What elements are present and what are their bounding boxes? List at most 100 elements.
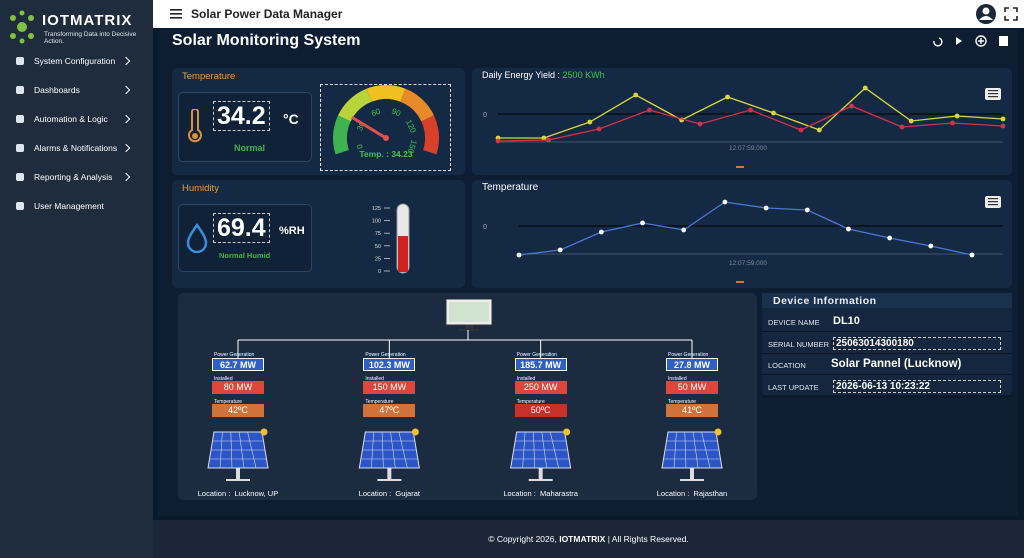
stand (236, 468, 240, 480)
location: Location : Gujarat (358, 489, 420, 498)
sun (260, 428, 268, 436)
point (598, 229, 604, 235)
sun (411, 428, 419, 436)
point (798, 127, 804, 133)
row-sep (762, 331, 1012, 332)
plant-label: Temperature (516, 399, 545, 405)
gauge-tick-label: 60 (370, 106, 382, 118)
point (697, 121, 703, 127)
gauge-tick-label: 150 (406, 139, 419, 155)
plant-label: Power Generation (214, 352, 255, 358)
menu-item[interactable]: Alarms & Notifications (0, 138, 153, 158)
point (862, 85, 868, 91)
point (950, 120, 955, 126)
point (596, 126, 602, 132)
point (849, 103, 854, 109)
humidity-status: Normal Humid (219, 251, 271, 260)
row-sep (762, 395, 1012, 397)
plant-label: Installed (668, 376, 687, 382)
plant-label: Temperature (214, 399, 243, 405)
card-title: Humidity (182, 183, 219, 194)
point (816, 127, 822, 133)
humidity-unit: %RH (279, 225, 305, 237)
point (1000, 123, 1006, 129)
gauge-tick-label: 0 (355, 142, 365, 150)
device-label: SERIAL NUMBER (768, 339, 829, 349)
temperature-chart-card: Temperature (472, 180, 1012, 288)
temp-box: 42ºC (212, 404, 264, 417)
point (908, 118, 914, 124)
gauge-readout: Temp. : 34.23 (359, 149, 412, 159)
solar-panel (358, 428, 420, 481)
temp-box: 47ºC (363, 404, 416, 417)
stand (690, 468, 694, 480)
plant-panel (178, 293, 757, 500)
stand-base (528, 479, 553, 481)
thermo-icon (188, 109, 202, 143)
menu-item[interactable]: Dashboards (0, 80, 153, 100)
menu-item[interactable]: Automation & Logic (0, 109, 153, 129)
menu-item[interactable]: System Configuration (0, 51, 153, 71)
chart-menu-line (988, 198, 998, 200)
gauge-tick-label: 90 (390, 107, 402, 119)
menu-item[interactable]: User Management (0, 196, 153, 216)
plant-label: Installed (365, 376, 384, 382)
gauge-tick-label: 30 (355, 120, 367, 132)
stand-base (680, 479, 704, 481)
device-value: Solar Pannel (Lucknow) (831, 358, 962, 370)
point (541, 135, 547, 141)
energy-title: Daily Energy Yield : 2500 KWh (482, 70, 605, 80)
point (722, 199, 728, 205)
card-title: Temperature (182, 71, 236, 82)
device-label: DEVICE NAME (768, 318, 820, 327)
device-label: LOCATION (768, 361, 806, 370)
reading-box: 34.2 °C Normal (178, 92, 312, 162)
energy-card: Daily Energy Yield : 2500 KWh (472, 68, 1012, 175)
point (969, 252, 975, 258)
brand-name: IOTMATRIX (42, 12, 133, 29)
chart-menu-line (988, 201, 998, 203)
header-icons[interactable] (975, 3, 1021, 25)
temp-box: 41ºC (666, 404, 718, 417)
device-value: 25063014300180 (833, 336, 1001, 350)
menu-item[interactable]: Reporting & Analysis (0, 167, 153, 187)
chart-title: Temperature (482, 182, 539, 193)
plant-label: Power Generation (516, 352, 557, 358)
page-title: Solar Monitoring System (172, 32, 361, 49)
gauge-band (338, 88, 372, 122)
toolbar[interactable] (930, 34, 1012, 48)
footer-prefix: © Copyright 2026, (488, 534, 560, 544)
legend-dash (736, 166, 744, 168)
power-box: 185.7 MW (514, 358, 567, 371)
gauge-needle (351, 115, 387, 140)
point (546, 137, 551, 143)
point (587, 119, 593, 125)
humidity-card: Humidity 69.4 %RH Normal Humid (172, 180, 465, 288)
plant-label: Power Generation (668, 352, 709, 358)
gauge-tick-label: 120 (404, 118, 418, 134)
solar-panel (661, 428, 723, 481)
point (633, 92, 639, 98)
device-value: DL10 (833, 315, 860, 327)
monitor-icon (445, 299, 493, 331)
chart-menu-line (988, 90, 998, 92)
plant-label: Installed (516, 376, 536, 382)
reading-box: 69.4 %RH Normal Humid (178, 204, 312, 272)
point (928, 243, 934, 249)
gauge-frame (320, 84, 451, 171)
point (899, 124, 905, 130)
menu-icon (16, 144, 24, 152)
sun (714, 428, 722, 436)
hamburger[interactable] (170, 9, 182, 19)
tick-label: 50 (375, 244, 381, 250)
tick-label: 125 (372, 206, 381, 212)
gauge-band (400, 88, 434, 122)
plant-label: Installed (214, 376, 233, 382)
tick-label: 100 (372, 219, 381, 225)
device-title: Device Information (773, 295, 877, 307)
humidity-reading: 69.4 (213, 213, 270, 243)
stand (387, 468, 392, 480)
menu-icon (16, 115, 24, 123)
location: Location : Maharastra (503, 489, 578, 498)
